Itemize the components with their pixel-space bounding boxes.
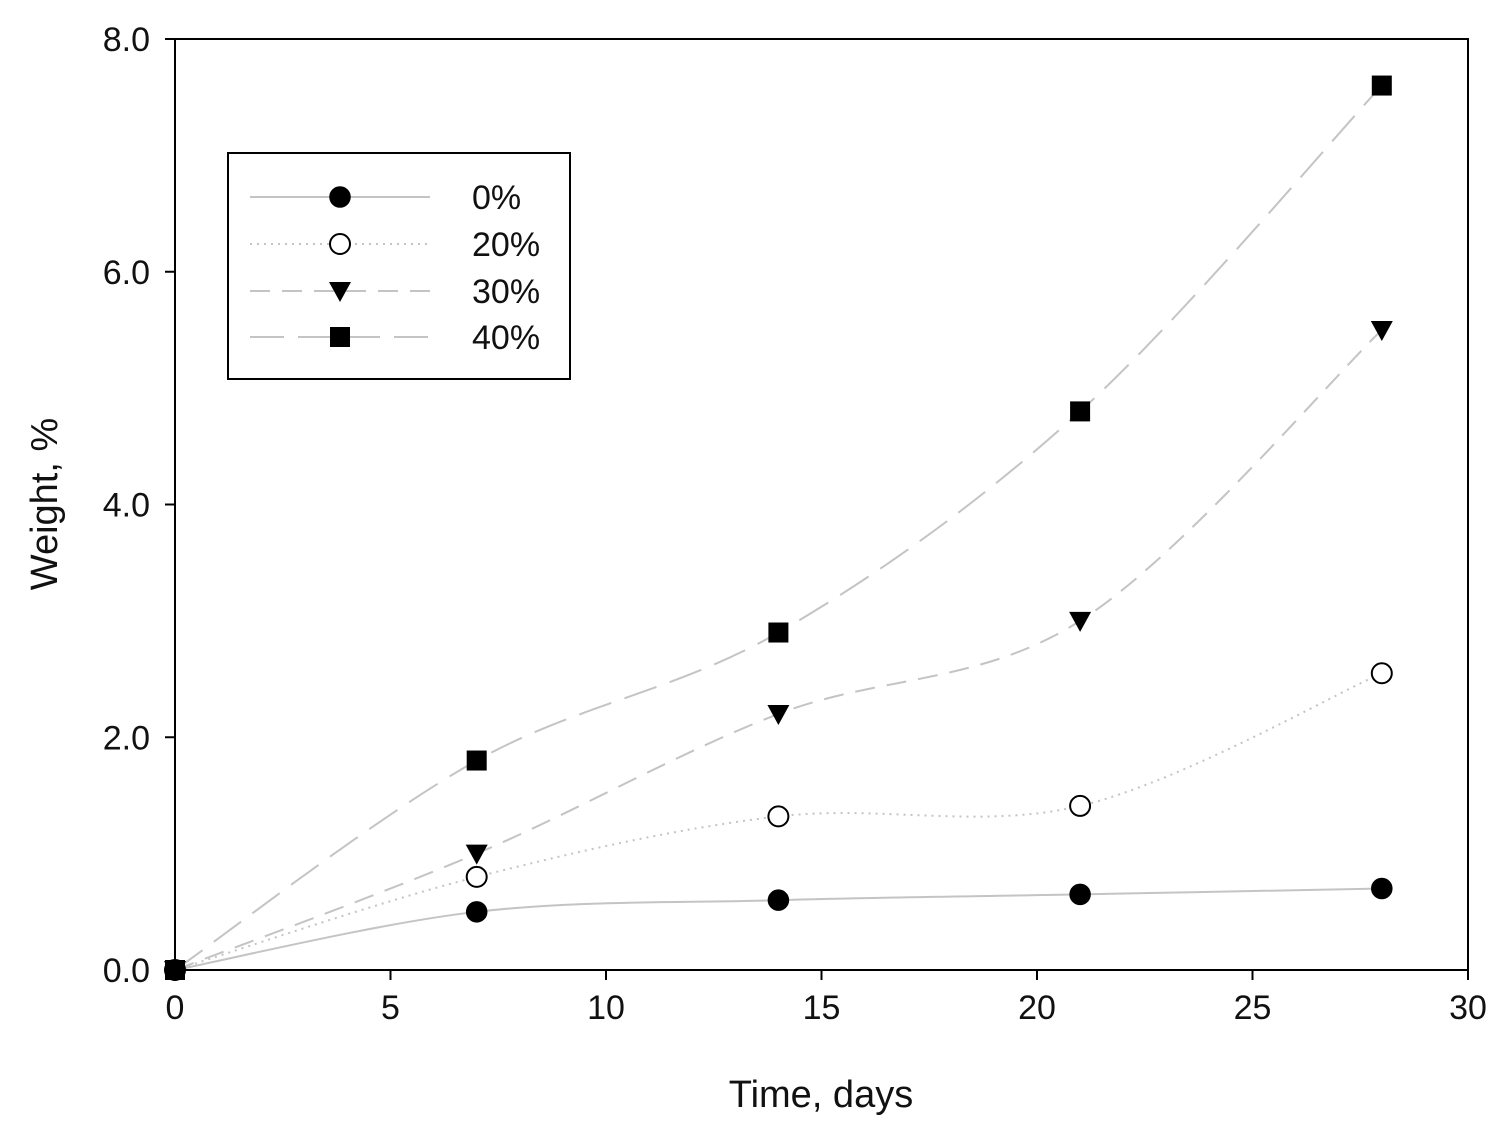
x-tick-label: 25 [1234, 989, 1272, 1027]
x-tick-label: 20 [1018, 989, 1056, 1027]
axis-ticks: 0 5 10 15 20 25 30 0.0 2.0 4.0 6.0 8.0 [103, 21, 1487, 1027]
x-axis-title: Time, days [729, 1074, 913, 1116]
legend: 0% 20% 30% 40% [227, 152, 571, 380]
legend-label: 30% [472, 273, 540, 311]
data-point-filled-circle [1371, 877, 1393, 900]
y-tick-label: 8.0 [103, 21, 150, 59]
series-markers [164, 75, 1393, 981]
y-tick-label: 6.0 [103, 254, 150, 292]
data-point-open-circle [465, 865, 488, 888]
y-tick-label: 4.0 [103, 487, 150, 525]
x-tick-label: 15 [803, 989, 841, 1027]
legend-marker-filled-circle [329, 186, 351, 208]
y-tick-label: 2.0 [103, 719, 150, 757]
data-point-filled-circle [767, 889, 790, 911]
data-point-filled-triangle [465, 844, 488, 865]
data-point-open-circle [1069, 794, 1092, 817]
data-point-open-circle [1370, 662, 1393, 685]
data-point-filled-circle [465, 901, 488, 923]
legend-label: 20% [472, 226, 540, 264]
data-point-filled-square [768, 622, 789, 643]
data-point-filled-triangle [1370, 320, 1393, 341]
data-point-filled-triangle [1069, 611, 1092, 632]
legend-label: 40% [472, 319, 540, 357]
data-point-filled-triangle [767, 704, 790, 725]
x-tick-label: 5 [381, 989, 400, 1027]
data-point-filled-square [1371, 75, 1392, 96]
legend-marker-open-circle [329, 233, 351, 255]
y-tick-label: 0.0 [103, 952, 150, 990]
data-point-filled-circle [1069, 883, 1091, 906]
legend-marker-filled-square [330, 327, 350, 347]
data-point-filled-square [1070, 401, 1091, 422]
data-point-open-circle [767, 805, 790, 828]
x-tick-label: 10 [587, 989, 625, 1027]
x-tick-label: 0 [166, 989, 185, 1027]
legend-marker-filled-triangle [329, 282, 351, 302]
legend-label: 0% [472, 179, 521, 217]
series-line-3 [174, 329, 1383, 971]
x-tick-label: 30 [1449, 989, 1487, 1027]
y-axis-title: Weight, % [24, 418, 66, 590]
data-point-filled-square [466, 750, 487, 771]
legend-box [227, 152, 571, 380]
